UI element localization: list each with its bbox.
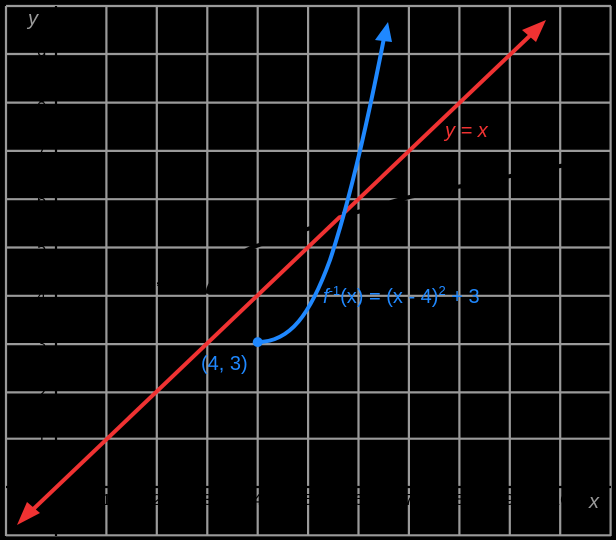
y-tick: 9 <box>37 47 46 64</box>
y-tick: 3 <box>37 336 46 353</box>
f-curve-overlap <box>317 211 343 222</box>
label-end: + 3 <box>446 286 480 308</box>
y-tick: 2 <box>37 385 46 402</box>
label-f: f <box>323 286 331 308</box>
f-curve <box>205 156 601 295</box>
x-tick: 3 <box>203 492 212 509</box>
x-tick: 8 <box>455 492 464 509</box>
arrow-head-icon <box>17 502 40 525</box>
x-tick: 9 <box>505 492 514 509</box>
x-tick: 5 <box>304 492 313 509</box>
y-tick: 8 <box>37 95 46 112</box>
y-axis-label: y <box>26 8 39 30</box>
y-tick: 4 <box>37 288 46 305</box>
x-tick: 7 <box>404 492 413 509</box>
y-tick: 1 <box>37 431 46 448</box>
f-start-label: (3, 4) <box>141 271 178 288</box>
grid <box>4 4 612 537</box>
x-tick: 1 <box>102 492 111 509</box>
x-tick: 6 <box>354 492 363 509</box>
point-label: (4, 3) <box>201 353 248 375</box>
x-tick: 10 <box>551 492 569 509</box>
inverse-curve-label: f-1(x) = (x - 4)2 + 3 <box>323 283 480 308</box>
x-tick-labels: 1 2 3 4 5 6 7 8 9 10 <box>102 492 569 509</box>
y-tick-labels: 1 2 3 4 5 6 7 8 9 <box>37 47 46 448</box>
y-tick: 6 <box>37 192 46 209</box>
x-axis-label: x <box>588 491 600 513</box>
y-tick: 5 <box>37 240 46 257</box>
identity-line <box>17 20 546 525</box>
label-mid: (x) = (x - 4) <box>340 286 438 308</box>
axes <box>6 6 611 536</box>
inverse-curve <box>252 22 392 348</box>
x-tick: 2 <box>152 492 161 509</box>
identity-line-label: y = x <box>443 120 489 142</box>
y-tick: 7 <box>37 143 46 160</box>
arrow-head-icon <box>375 22 392 42</box>
label-sup: -1 <box>329 283 341 298</box>
x-tick: 4 <box>253 492 262 509</box>
arrow-head-icon <box>522 20 546 42</box>
label-sq: 2 <box>438 283 445 298</box>
start-point <box>252 337 263 348</box>
